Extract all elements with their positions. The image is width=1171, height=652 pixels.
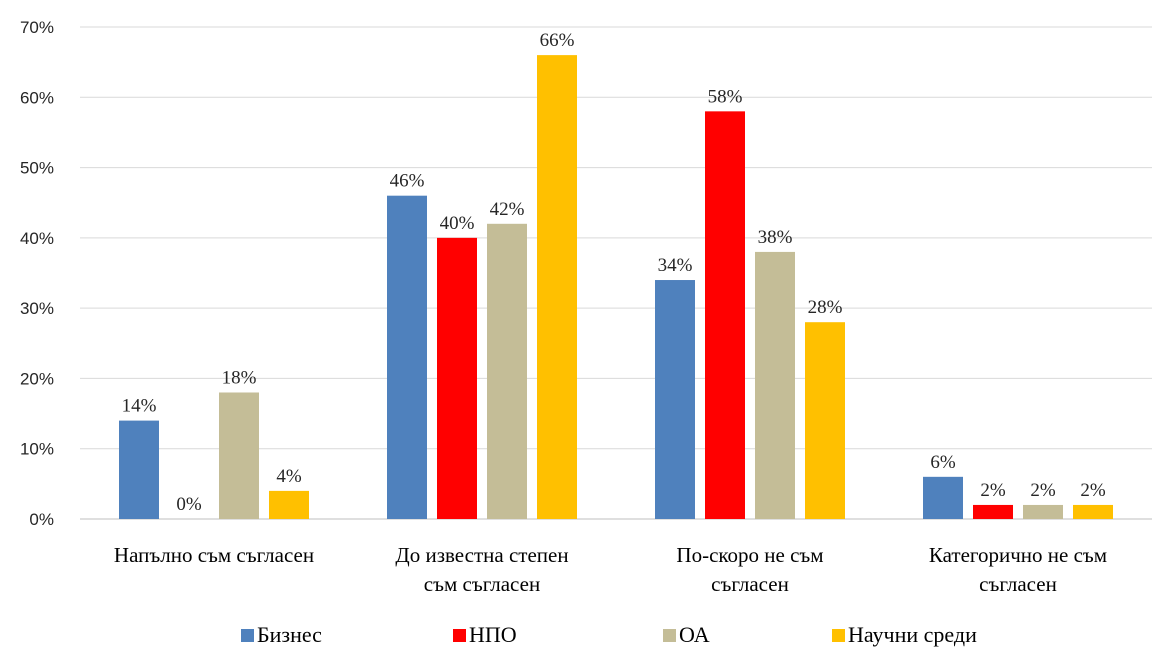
bar-1-2 bbox=[387, 195, 427, 519]
x-category-label: До известна степен bbox=[395, 543, 568, 567]
y-tick-label: 30% bbox=[20, 299, 54, 318]
legend-swatch bbox=[832, 629, 845, 642]
data-label: 6% bbox=[930, 452, 956, 473]
y-tick-label: 0% bbox=[29, 510, 54, 529]
data-label: 58% bbox=[708, 86, 743, 107]
legend-label: НПО bbox=[469, 622, 517, 647]
bar-2-4 bbox=[973, 504, 1013, 519]
bar-1-3 bbox=[655, 280, 695, 519]
x-category-label: По-скоро не съм bbox=[676, 543, 823, 567]
bar-3-2 bbox=[487, 223, 527, 520]
y-tick-label: 40% bbox=[20, 229, 54, 248]
x-axis-categories: Напълно съм съгласен До известна степен съ… bbox=[114, 543, 1107, 596]
bar-1-1 bbox=[119, 420, 159, 519]
data-label: 66% bbox=[540, 30, 575, 51]
y-tick-label: 10% bbox=[20, 440, 54, 459]
y-tick-label: 60% bbox=[20, 88, 54, 107]
legend-label: Научни среди bbox=[848, 622, 977, 647]
bar-2-2 bbox=[437, 237, 477, 519]
y-tick-label: 70% bbox=[20, 18, 54, 37]
bar-4-2 bbox=[537, 55, 577, 519]
data-label: 46% bbox=[390, 171, 425, 192]
bar-1-4 bbox=[923, 476, 963, 519]
x-category-label: Напълно съм съгласен bbox=[114, 543, 314, 567]
data-label: 0% bbox=[176, 494, 202, 515]
bar-2-3 bbox=[705, 111, 745, 519]
legend-swatch bbox=[241, 629, 254, 642]
legend-swatch bbox=[453, 629, 466, 642]
bar-3-3 bbox=[755, 251, 795, 519]
data-label: 34% bbox=[658, 255, 693, 276]
data-label: 40% bbox=[440, 213, 475, 234]
data-label: 38% bbox=[758, 227, 793, 248]
data-label: 4% bbox=[276, 466, 302, 487]
y-tick-label: 50% bbox=[20, 159, 54, 178]
bars bbox=[119, 55, 1113, 520]
legend: Бизнес НПО ОА Научни среди bbox=[241, 622, 977, 647]
bar-3-1 bbox=[219, 392, 259, 519]
legend-label: ОА bbox=[679, 622, 710, 647]
x-category-label: съгласен bbox=[979, 572, 1057, 596]
data-label: 2% bbox=[1030, 480, 1056, 501]
bar-4-4 bbox=[1073, 504, 1113, 519]
x-category-label: Категорично не съм bbox=[929, 543, 1107, 567]
data-label: 2% bbox=[980, 480, 1006, 501]
legend-swatch bbox=[663, 629, 676, 642]
y-tick-label: 20% bbox=[20, 369, 54, 388]
x-category-label: съм съгласен bbox=[424, 572, 540, 596]
bar-3-4 bbox=[1023, 504, 1063, 519]
legend-label: Бизнес bbox=[257, 622, 322, 647]
y-axis-ticks: 0% 10% 20% 30% 40% 50% 60% 70% bbox=[20, 18, 54, 529]
bar-4-1 bbox=[269, 490, 309, 519]
data-label: 2% bbox=[1080, 480, 1106, 501]
bar-4-3 bbox=[805, 322, 845, 519]
data-labels: 14% 0% 18% 4% 46% 40% 42% 66% 34% 58% 38% 28% 6% 2% 2%… bbox=[122, 30, 1106, 515]
data-label: 42% bbox=[490, 199, 525, 220]
data-label: 14% bbox=[122, 396, 157, 417]
data-label: 18% bbox=[222, 367, 257, 388]
data-label: 28% bbox=[808, 297, 843, 318]
x-category-label: съгласен bbox=[711, 572, 789, 596]
